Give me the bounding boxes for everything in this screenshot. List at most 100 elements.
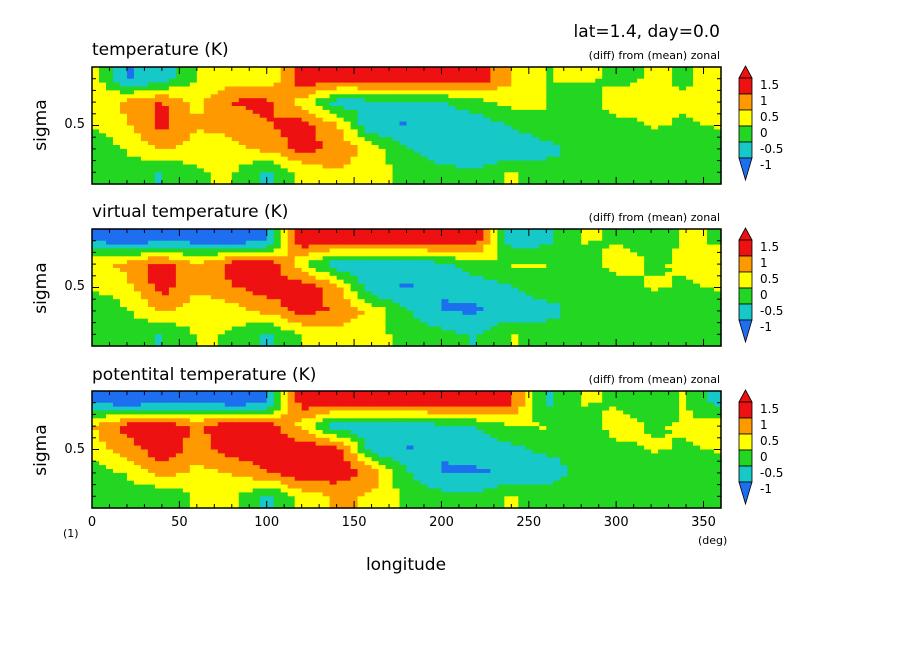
heatmap-cell (651, 176, 659, 181)
heatmap-cell (378, 145, 387, 150)
heatmap-cell (378, 82, 387, 88)
heatmap-cell (567, 121, 575, 127)
heatmap-cell (378, 318, 387, 324)
heatmap-cell (469, 164, 477, 169)
heatmap-cell (273, 86, 282, 91)
heatmap-cell (385, 106, 394, 111)
heatmap-cell (294, 137, 303, 142)
heatmap-cell (119, 236, 128, 242)
heatmap-cell (546, 268, 554, 273)
heatmap-cell (462, 303, 470, 308)
heatmap-cell (105, 236, 114, 242)
heatmap-cell (224, 125, 233, 130)
heatmap-cell (539, 172, 547, 177)
heatmap-cell (581, 156, 589, 162)
heatmap-cell (707, 164, 715, 169)
heatmap-cell (161, 268, 170, 273)
heatmap-cell (92, 236, 100, 242)
heatmap-cell (294, 279, 303, 285)
heatmap-cell (308, 303, 317, 308)
heatmap-cell (210, 310, 219, 316)
heatmap-cell (252, 303, 261, 308)
heatmap-cell (392, 160, 401, 166)
heatmap-cell (105, 232, 114, 238)
heatmap-cell (413, 70, 422, 76)
heatmap-cell (609, 74, 617, 80)
heatmap-cell (112, 232, 121, 238)
heatmap-cell (92, 279, 100, 285)
heatmap-cell (616, 70, 624, 76)
heatmap-cell (238, 252, 247, 257)
heatmap-cell (322, 318, 331, 324)
heatmap-cell (581, 137, 589, 142)
heatmap-cell (147, 125, 156, 130)
heatmap-cell (301, 283, 310, 289)
heatmap-cell (504, 129, 512, 134)
heatmap-cell (434, 307, 443, 312)
heatmap-cell (581, 287, 589, 292)
heatmap-cell (644, 145, 652, 150)
heatmap-cell (371, 113, 380, 119)
heatmap-cell (483, 291, 491, 296)
heatmap-cell (126, 125, 135, 130)
heatmap-cell (343, 102, 352, 107)
heatmap-cell (259, 82, 268, 88)
heatmap-cell (126, 318, 135, 324)
heatmap-cell (581, 314, 589, 320)
heatmap-cell (518, 90, 526, 95)
heatmap-cell (686, 229, 694, 234)
heatmap-cell (490, 303, 498, 308)
heatmap-cell (525, 236, 533, 242)
heatmap-cell (497, 94, 505, 99)
heatmap-cell (588, 141, 596, 146)
heatmap-cell (581, 318, 589, 324)
heatmap-cell (616, 67, 624, 72)
heatmap-cell (448, 318, 457, 324)
heatmap-cell (434, 303, 443, 308)
heatmap-cell (546, 67, 554, 72)
heatmap-cell (532, 160, 540, 166)
heatmap-cell (462, 275, 470, 281)
heatmap-cell (476, 102, 484, 107)
heatmap-cell (371, 275, 380, 281)
heatmap-cell (399, 145, 408, 150)
heatmap-cell (427, 271, 436, 277)
heatmap-cell (168, 102, 177, 107)
heatmap-cell (385, 164, 394, 169)
heatmap-cell (616, 232, 624, 238)
heatmap-cell (406, 303, 415, 308)
heatmap-cell (350, 275, 359, 281)
heatmap-cell (301, 244, 310, 250)
heatmap-cell (532, 310, 540, 316)
heatmap-cell (462, 310, 470, 316)
heatmap-cell (322, 307, 331, 312)
heatmap-cell (560, 295, 568, 300)
heatmap-cell (140, 232, 149, 238)
heatmap-cell (336, 232, 345, 238)
heatmap-cell (112, 156, 121, 162)
heatmap-cell (455, 125, 464, 130)
heatmap-cell (448, 137, 457, 142)
heatmap-cell (308, 256, 317, 261)
heatmap-cell (616, 156, 624, 162)
heatmap-cell (92, 78, 100, 84)
heatmap-cell (553, 86, 561, 91)
heatmap-cell (203, 129, 212, 134)
heatmap-cell (105, 82, 114, 88)
heatmap-cell (413, 78, 422, 84)
heatmap-cell (574, 268, 582, 273)
heatmap-cell (567, 318, 575, 324)
heatmap-cell (413, 180, 422, 185)
heatmap-cell (560, 152, 568, 158)
heatmap-cell (112, 275, 121, 281)
heatmap-cell (546, 86, 554, 91)
heatmap-cell (588, 98, 596, 103)
heatmap-cell (441, 176, 450, 181)
heatmap-cell (266, 141, 275, 146)
heatmap-cell (448, 299, 457, 304)
heatmap-cell (399, 113, 408, 119)
heatmap-cell (588, 318, 596, 324)
heatmap-cell (238, 172, 247, 177)
heatmap-cell (413, 176, 422, 181)
heatmap-cell (693, 106, 701, 111)
